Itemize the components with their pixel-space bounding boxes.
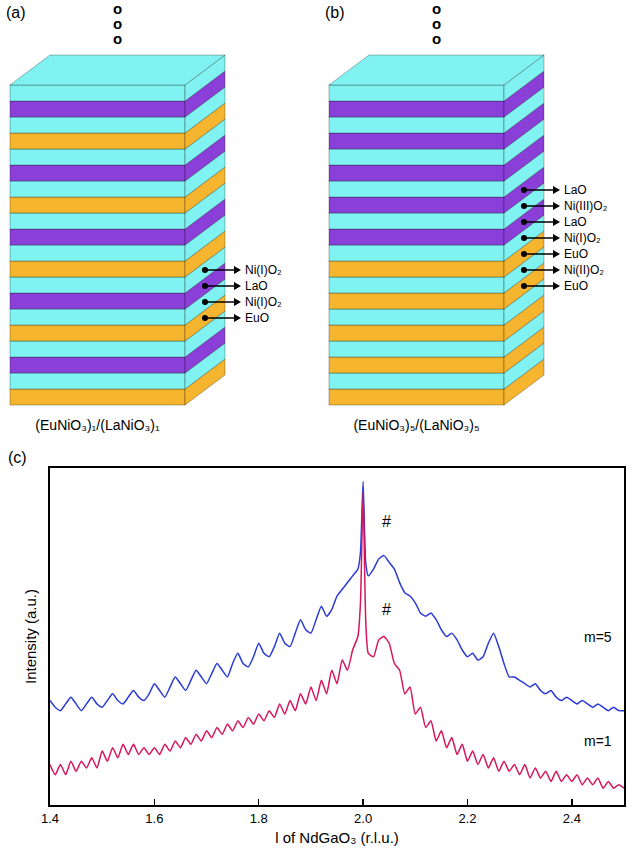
svg-text:1.4: 1.4 xyxy=(41,811,59,826)
svg-text:LaO: LaO xyxy=(564,215,587,229)
svg-text:Intensity (a.u.): Intensity (a.u.) xyxy=(22,589,39,684)
svg-text:m=5: m=5 xyxy=(584,629,612,645)
svg-text:Ni(I)O₂: Ni(I)O₂ xyxy=(245,295,282,309)
svg-text:2.4: 2.4 xyxy=(563,811,581,826)
svg-text:#: # xyxy=(382,601,391,618)
svg-text:Ni(I)O₂: Ni(I)O₂ xyxy=(245,263,282,277)
svg-text:o: o xyxy=(432,30,441,47)
svg-text:EuO: EuO xyxy=(245,311,269,325)
svg-text:(EuNiO₃)₁/(LaNiO₃)₁: (EuNiO₃)₁/(LaNiO₃)₁ xyxy=(35,417,160,433)
svg-text:#: # xyxy=(382,513,391,530)
svg-text:LaO: LaO xyxy=(245,279,268,293)
svg-text:(c): (c) xyxy=(8,449,27,466)
svg-text:o: o xyxy=(112,0,123,17)
svg-text:Ni(I)O₂: Ni(I)O₂ xyxy=(564,231,601,245)
svg-text:Ni(III)O₂: Ni(III)O₂ xyxy=(564,199,608,213)
svg-text:1.6: 1.6 xyxy=(145,811,163,826)
svg-text:l of NdGaO₃ (r.l.u.): l of NdGaO₃ (r.l.u.) xyxy=(275,829,399,846)
svg-text:2.0: 2.0 xyxy=(354,811,372,826)
svg-text:o: o xyxy=(113,30,122,47)
svg-text:(EuNiO₃)₅/(LaNiO₃)₅: (EuNiO₃)₅/(LaNiO₃)₅ xyxy=(353,417,479,433)
svg-text:EuO: EuO xyxy=(564,247,588,261)
svg-text:1.8: 1.8 xyxy=(250,811,268,826)
svg-text:EuO: EuO xyxy=(564,279,588,293)
svg-text:o: o xyxy=(431,0,442,17)
svg-text:o: o xyxy=(431,15,442,32)
svg-text:LaO: LaO xyxy=(564,183,587,197)
svg-text:o: o xyxy=(112,15,123,32)
svg-text:m=1: m=1 xyxy=(584,733,612,749)
svg-text:(b): (b) xyxy=(325,4,345,21)
svg-text:Ni(II)O₂: Ni(II)O₂ xyxy=(564,263,604,277)
svg-text:(a): (a) xyxy=(6,4,26,21)
svg-text:2.2: 2.2 xyxy=(458,811,476,826)
